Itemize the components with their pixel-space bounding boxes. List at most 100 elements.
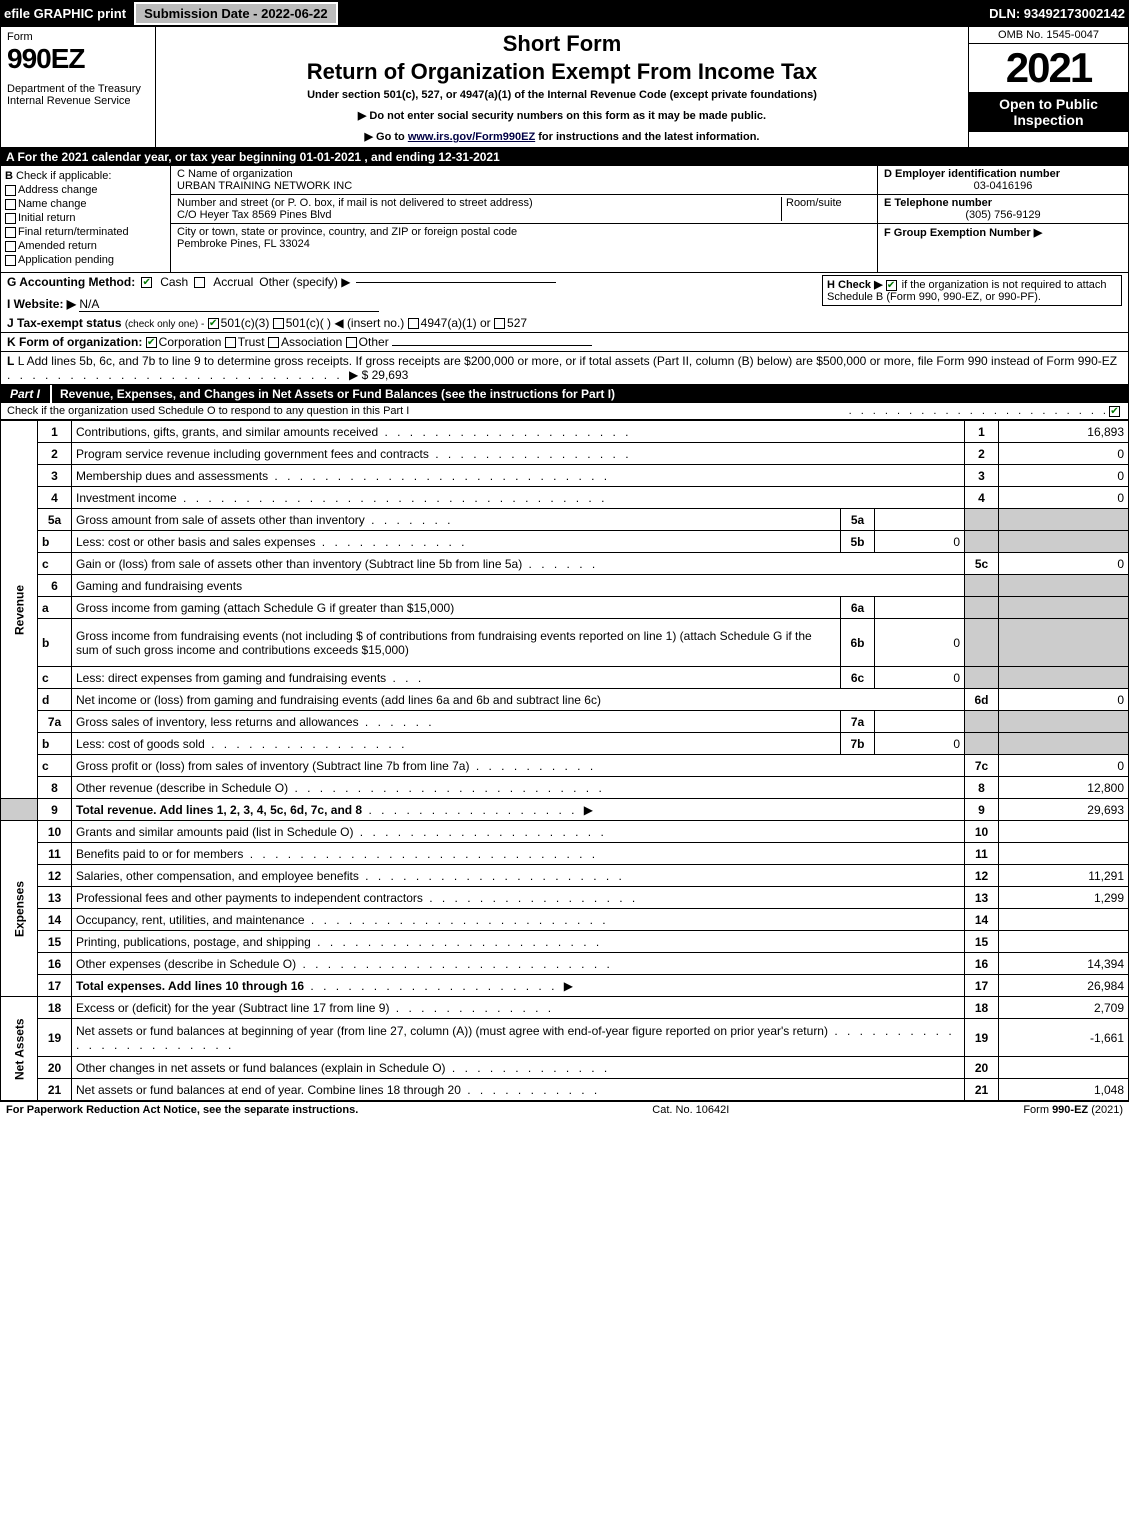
subtitle: Under section 501(c), 527, or 4947(a)(1)… (164, 89, 960, 101)
checkbox-trust[interactable] (225, 337, 236, 348)
checkbox-h[interactable] (886, 280, 897, 291)
top-bar: efile GRAPHIC print Submission Date - 20… (0, 0, 1129, 27)
line9-amt: 29,693 (999, 799, 1129, 821)
g-other-input[interactable] (356, 282, 556, 283)
line6c-desc: Less: direct expenses from gaming and fu… (72, 667, 841, 689)
line19-col: 19 (965, 1019, 999, 1057)
checkbox-4947[interactable] (408, 318, 419, 329)
line6c-greyamt (999, 667, 1129, 689)
checkbox-assoc[interactable] (268, 337, 279, 348)
phone-value: (305) 756-9129 (884, 209, 1122, 221)
website-value: N/A (79, 297, 379, 312)
line7a-num: 7a (38, 711, 72, 733)
checkbox-name-change[interactable] (5, 199, 16, 210)
c-street-label: Number and street (or P. O. box, if mail… (177, 197, 781, 209)
j-opt4: 527 (507, 316, 527, 330)
b-caption: Check if applicable: (16, 170, 111, 182)
checkbox-schedule-o[interactable] (1109, 406, 1120, 417)
checkbox-cash[interactable] (141, 277, 152, 288)
checkbox-accrual[interactable] (194, 277, 205, 288)
dln-label: DLN: 93492173002142 (989, 6, 1125, 21)
line4-num: 4 (38, 487, 72, 509)
line11-col: 11 (965, 843, 999, 865)
public-badge: Open to Public Inspection (969, 92, 1128, 132)
footer-mid: Cat. No. 10642I (652, 1104, 729, 1116)
line16-num: 16 (38, 953, 72, 975)
irs-link[interactable]: www.irs.gov/Form990EZ (408, 131, 535, 143)
line11-num: 11 (38, 843, 72, 865)
checkbox-other-org[interactable] (346, 337, 357, 348)
line5c-num: c (38, 553, 72, 575)
line7a-subamt (875, 711, 965, 733)
expenses-vlabel: Expenses (1, 821, 38, 997)
j-opt2: 501(c)( ) ◀ (insert no.) (286, 316, 405, 330)
line20-desc: Other changes in net assets or fund bala… (72, 1057, 965, 1079)
line13-col: 13 (965, 887, 999, 909)
checkbox-final[interactable] (5, 227, 16, 238)
line6a-subamt (875, 597, 965, 619)
footer-left: For Paperwork Reduction Act Notice, see … (6, 1104, 358, 1116)
line-l: L L Add lines 5b, 6c, and 7b to line 9 t… (0, 352, 1129, 385)
checkbox-pending[interactable] (5, 255, 16, 266)
line15-desc: Printing, publications, postage, and shi… (72, 931, 965, 953)
checkbox-address-change[interactable] (5, 185, 16, 196)
line6b-subamt: 0 (875, 619, 965, 667)
line6-greycol (965, 575, 999, 597)
line13-amt: 1,299 (999, 887, 1129, 909)
line4-col: 4 (965, 487, 999, 509)
line9-num: 9 (38, 799, 72, 821)
line5a-num: 5a (38, 509, 72, 531)
form-header: Form 990EZ Department of the Treasury In… (0, 27, 1129, 148)
footer-right: Form 990-EZ (2021) (1023, 1104, 1123, 1116)
line6b-greycol (965, 619, 999, 667)
line2-desc: Program service revenue including govern… (72, 443, 965, 465)
k-label: K Form of organization: (7, 335, 142, 349)
line11-desc: Benefits paid to or for members . . . . … (72, 843, 965, 865)
g-other: Other (specify) ▶ (259, 275, 350, 289)
line7b-greycol (965, 733, 999, 755)
opt-pending: Application pending (18, 254, 114, 266)
line5b-num: b (38, 531, 72, 553)
line18-amt: 2,709 (999, 997, 1129, 1019)
checkbox-corp[interactable] (146, 337, 157, 348)
line20-num: 20 (38, 1057, 72, 1079)
line3-amt: 0 (999, 465, 1129, 487)
l-text: L Add lines 5b, 6c, and 7b to line 9 to … (18, 354, 1117, 368)
dept-label: Department of the Treasury Internal Reve… (7, 83, 149, 107)
line13-num: 13 (38, 887, 72, 909)
line7b-subamt: 0 (875, 733, 965, 755)
header-right: OMB No. 1545-0047 2021 Open to Public In… (968, 27, 1128, 147)
j-hint: (check only one) - (125, 319, 204, 330)
line12-desc: Salaries, other compensation, and employ… (72, 865, 965, 887)
line6d-amt: 0 (999, 689, 1129, 711)
line6a-sub: 6a (841, 597, 875, 619)
line6d-desc: Net income or (loss) from gaming and fun… (72, 689, 965, 711)
goto-post: for instructions and the latest informat… (538, 131, 759, 143)
header-center: Short Form Return of Organization Exempt… (156, 27, 968, 147)
line7a-sub: 7a (841, 711, 875, 733)
line7a-greycol (965, 711, 999, 733)
line15-amt (999, 931, 1129, 953)
checkbox-501c3[interactable] (208, 318, 219, 329)
line19-amt: -1,661 (999, 1019, 1129, 1057)
checkbox-501c[interactable] (273, 318, 284, 329)
column-c: C Name of organization URBAN TRAINING NE… (171, 166, 878, 272)
line19-desc: Net assets or fund balances at beginning… (72, 1019, 965, 1057)
checkbox-amended[interactable] (5, 241, 16, 252)
g-accrual: Accrual (213, 275, 253, 289)
checkbox-527[interactable] (494, 318, 505, 329)
line16-amt: 14,394 (999, 953, 1129, 975)
e-label: E Telephone number (884, 197, 1122, 209)
k-other-input[interactable] (392, 345, 592, 346)
line5a-greycol (965, 509, 999, 531)
line15-col: 15 (965, 931, 999, 953)
f-label: F Group Exemption Number ▶ (884, 226, 1122, 239)
line-k: K Form of organization: Corporation Trus… (0, 333, 1129, 352)
line8-desc: Other revenue (describe in Schedule O) .… (72, 777, 965, 799)
line6-num: 6 (38, 575, 72, 597)
line12-col: 12 (965, 865, 999, 887)
checkbox-initial[interactable] (5, 213, 16, 224)
line21-col: 21 (965, 1079, 999, 1101)
l-amount: ▶ $ 29,693 (349, 368, 408, 382)
line15-num: 15 (38, 931, 72, 953)
